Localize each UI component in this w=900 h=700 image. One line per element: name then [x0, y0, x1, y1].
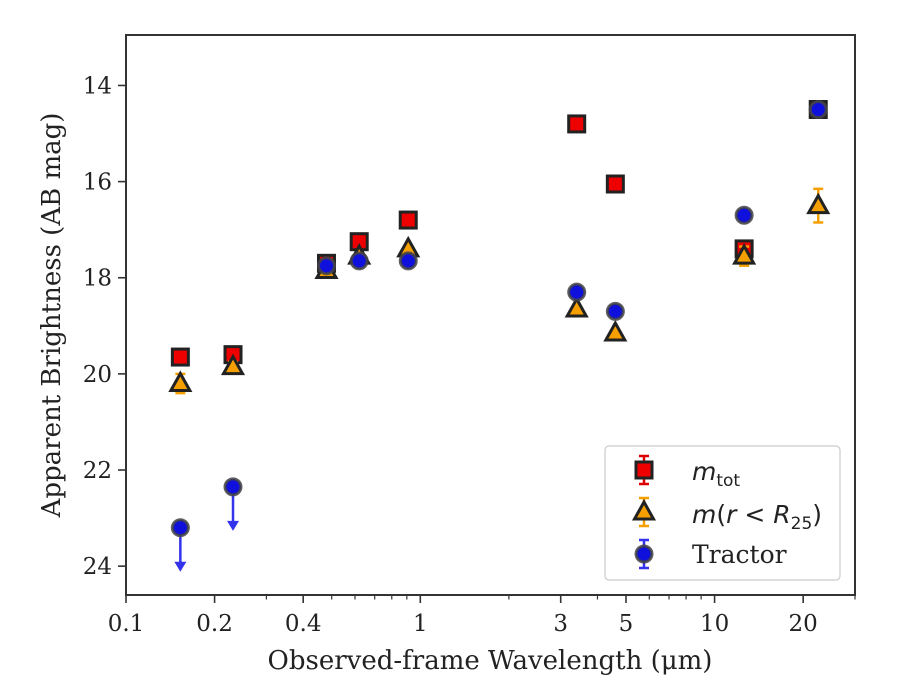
x-axis-title: Observed-frame Wavelength (μm)	[268, 646, 713, 676]
point-1-6	[603, 319, 628, 342]
legend-symbol-1	[631, 498, 657, 521]
legend-marker-1	[631, 496, 657, 528]
y-tick-label-1: 16	[83, 170, 112, 196]
legend-markers	[631, 454, 657, 570]
series-2	[170, 100, 828, 572]
point-1-1	[220, 353, 246, 376]
y-tick-label-3: 20	[83, 362, 112, 388]
point-2-6	[605, 301, 625, 321]
x-tick-label-4: 3	[553, 611, 568, 637]
y-axis-title: Apparent Brightness (AB mag)	[37, 113, 67, 519]
y-tick-label-0: 14	[83, 73, 112, 99]
legend-marker-0	[634, 454, 654, 486]
series-0	[170, 100, 828, 367]
point-0-0	[170, 347, 190, 367]
x-tick-label-1: 0.2	[196, 611, 233, 637]
point-2-4	[398, 251, 418, 271]
point-2-0	[170, 518, 190, 538]
x-tick-label-5: 5	[619, 611, 634, 637]
legend-symbol-0	[634, 460, 654, 480]
legend-label-tractor: Tractor	[692, 540, 787, 569]
point-1-5	[564, 295, 589, 318]
plot-frame	[125, 34, 856, 596]
point-2-2	[316, 256, 336, 276]
x-tick-label-0: 0.1	[108, 611, 145, 637]
point-0-5	[567, 114, 587, 134]
x-tick-label-7: 20	[789, 611, 818, 637]
point-2-7	[734, 205, 754, 225]
x-tick-label-2: 0.4	[285, 611, 322, 637]
point-1-0	[168, 370, 193, 392]
legend-label-mr: m(r < R25)	[692, 500, 822, 534]
legend: mtot m(r < R25) Tractor	[604, 445, 841, 581]
chart-marks	[168, 100, 831, 572]
point-2-3	[349, 251, 369, 271]
legend-symbol-2	[634, 544, 654, 564]
point-0-6	[605, 174, 625, 194]
point-1-8	[806, 192, 831, 215]
x-tick-label-6: 10	[700, 611, 729, 637]
point-2-1	[223, 477, 243, 497]
legend-marker-2	[634, 538, 654, 570]
point-2-8	[808, 100, 828, 120]
y-tick-label-5: 24	[83, 554, 112, 580]
axes: 0.1 0.2 0.4 1 3 5 10 20 14 16 18 20 22 24	[83, 73, 856, 637]
y-tick-label-4: 22	[83, 458, 112, 484]
y-tick-label-2: 18	[83, 266, 112, 292]
point-1-7	[732, 243, 757, 265]
point-0-4	[398, 210, 418, 230]
legend-label-mtot: mtot	[692, 457, 740, 491]
x-tick-label-3: 1	[413, 611, 428, 637]
point-2-5	[567, 282, 587, 302]
legend-box	[604, 445, 841, 581]
